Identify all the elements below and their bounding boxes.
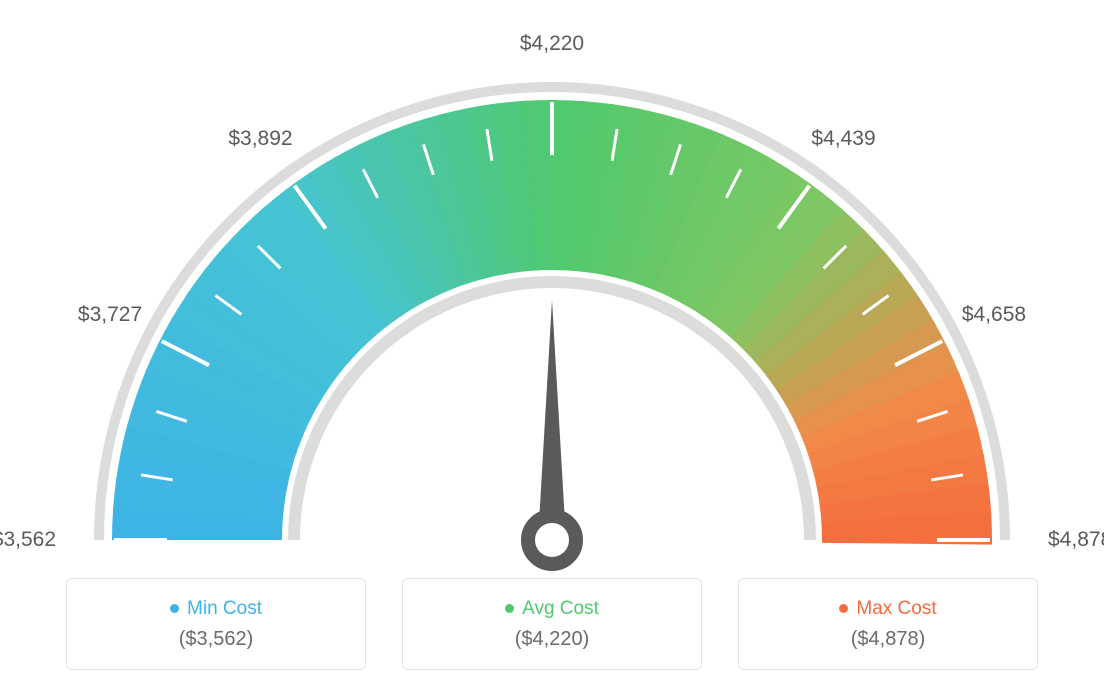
gauge-svg (52, 40, 1052, 600)
legend-row: Min Cost ($3,562) Avg Cost ($4,220) Max … (66, 578, 1038, 670)
legend-value-min: ($3,562) (179, 628, 254, 651)
gauge-tick-label: $3,727 (78, 303, 142, 327)
gauge-tick-label: $4,220 (520, 32, 584, 56)
legend-card-min: Min Cost ($3,562) (66, 578, 366, 670)
legend-dot-min (170, 604, 179, 613)
legend-value-max: ($4,878) (851, 628, 926, 651)
legend-title-min: Min Cost (170, 598, 262, 620)
legend-title-max: Max Cost (839, 598, 936, 620)
gauge-tick-label: $4,658 (962, 303, 1026, 327)
legend-dot-max (839, 604, 848, 613)
gauge-tick-label: $3,892 (228, 127, 292, 151)
legend-label-max: Max Cost (856, 598, 936, 620)
legend-label-min: Min Cost (187, 598, 262, 620)
gauge-tick-label: $3,562 (0, 528, 56, 552)
legend-value-avg: ($4,220) (515, 628, 590, 651)
gauge-tick-label: $4,439 (811, 127, 875, 151)
legend-label-avg: Avg Cost (522, 598, 599, 620)
legend-card-max: Max Cost ($4,878) (738, 578, 1038, 670)
gauge-tick-label: $4,878 (1048, 528, 1104, 552)
legend-card-avg: Avg Cost ($4,220) (402, 578, 702, 670)
legend-dot-avg (505, 604, 514, 613)
gauge-chart: $3,562 $3,727 $3,892 $4,220 $4,439 $4,658 $4,8… (0, 0, 1104, 560)
legend-title-avg: Avg Cost (505, 598, 599, 620)
